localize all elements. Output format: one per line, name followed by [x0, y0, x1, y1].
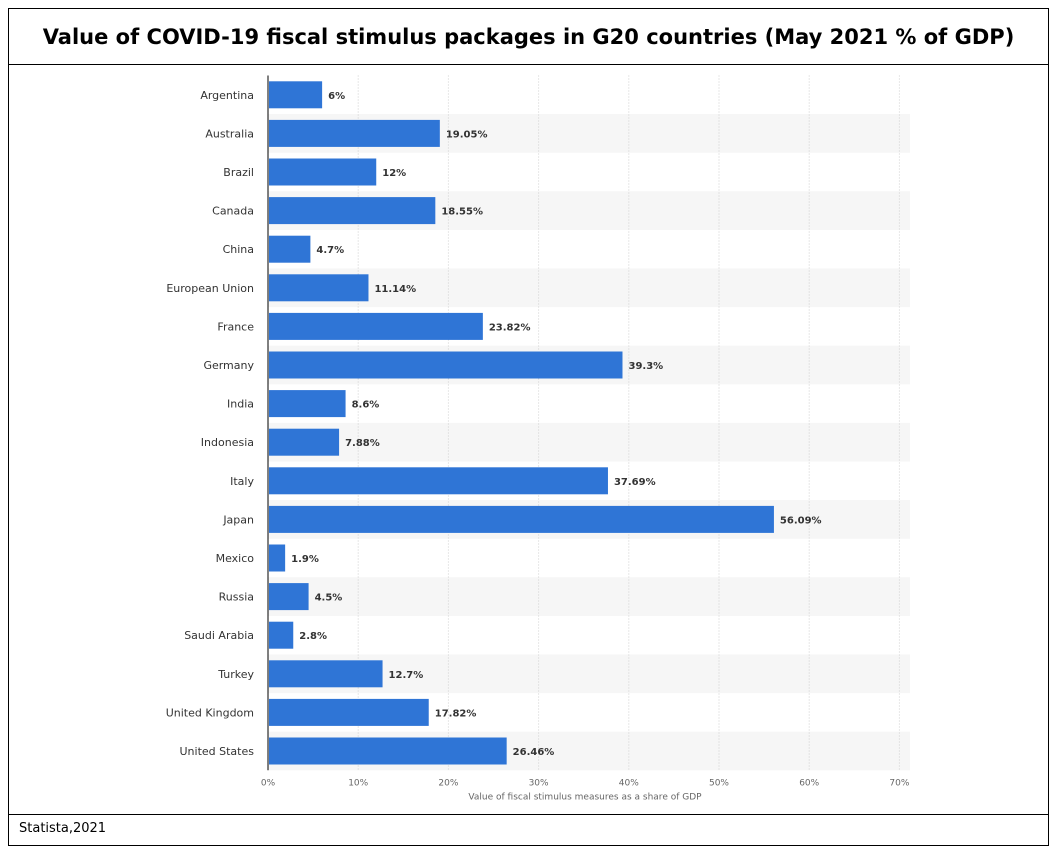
row-band — [268, 577, 910, 616]
bar — [269, 81, 323, 109]
category-label: Turkey — [217, 668, 254, 681]
category-label: India — [227, 398, 254, 411]
category-label: Indonesia — [201, 436, 254, 449]
category-label: Canada — [212, 205, 254, 218]
bar — [269, 158, 377, 186]
data-label: 2.8% — [299, 631, 327, 642]
data-label: 7.88% — [345, 438, 380, 449]
data-label: 12.7% — [389, 670, 424, 681]
bar — [269, 197, 436, 225]
category-label: Argentina — [200, 89, 254, 102]
data-label: 37.69% — [614, 477, 656, 488]
bar — [269, 428, 340, 456]
data-label: 17.82% — [435, 708, 477, 719]
category-label: Russia — [219, 591, 254, 604]
source-label: Statista,2021 — [19, 821, 107, 836]
x-tick-label: 50% — [709, 778, 729, 788]
data-label: 1.9% — [291, 554, 319, 565]
data-label: 4.7% — [316, 245, 344, 256]
data-label: 56.09% — [780, 515, 822, 526]
category-label: France — [217, 320, 254, 333]
category-label: Australia — [205, 127, 254, 140]
category-label: European Union — [166, 282, 254, 295]
bar — [269, 390, 346, 418]
bar — [269, 698, 429, 726]
x-tick-label: 30% — [529, 778, 549, 788]
bar — [269, 505, 774, 533]
category-label: United States — [180, 745, 255, 758]
x-tick-label: 0% — [261, 778, 276, 788]
x-tick-label: 60% — [799, 778, 819, 788]
data-label: 19.05% — [446, 129, 488, 140]
row-band — [268, 268, 910, 308]
bar — [269, 312, 483, 340]
data-label: 23.82% — [489, 322, 531, 333]
bar — [269, 737, 507, 765]
chart-title: Value of COVID-19 fiscal stimulus packag… — [42, 24, 1015, 49]
bar — [269, 660, 383, 688]
category-label: United Kingdom — [166, 706, 254, 719]
source-footer: Statista,2021 — [9, 814, 1048, 848]
data-label: 39.3% — [628, 361, 663, 372]
x-tick-label: 10% — [348, 778, 368, 788]
data-label: 4.5% — [315, 593, 343, 604]
category-label: Germany — [203, 359, 254, 372]
category-label: Brazil — [223, 166, 254, 179]
category-label: Italy — [230, 475, 254, 488]
bar — [269, 621, 294, 649]
data-label: 11.14% — [374, 284, 416, 295]
chart-title-bar: Value of COVID-19 fiscal stimulus packag… — [9, 9, 1048, 65]
bar — [269, 467, 608, 495]
data-label: 12% — [382, 168, 406, 179]
bar — [269, 351, 623, 379]
data-label: 26.46% — [513, 747, 555, 758]
bar — [269, 544, 286, 572]
category-label: China — [223, 243, 254, 256]
x-tick-label: 20% — [438, 778, 458, 788]
category-label: Saudi Arabia — [184, 629, 254, 642]
bar — [269, 235, 311, 263]
x-tick-label: 70% — [889, 778, 909, 788]
row-band — [268, 422, 910, 462]
category-label: Japan — [222, 513, 254, 526]
bar — [269, 583, 309, 611]
category-label: Mexico — [216, 552, 255, 565]
data-label: 8.6% — [352, 400, 380, 411]
data-label: 6% — [328, 91, 345, 102]
x-tick-label: 40% — [619, 778, 639, 788]
x-axis-title: Value of fiscal stimulus measures as a s… — [468, 792, 702, 802]
bar — [269, 119, 440, 147]
bar — [269, 274, 369, 302]
data-label: 18.55% — [441, 207, 483, 218]
